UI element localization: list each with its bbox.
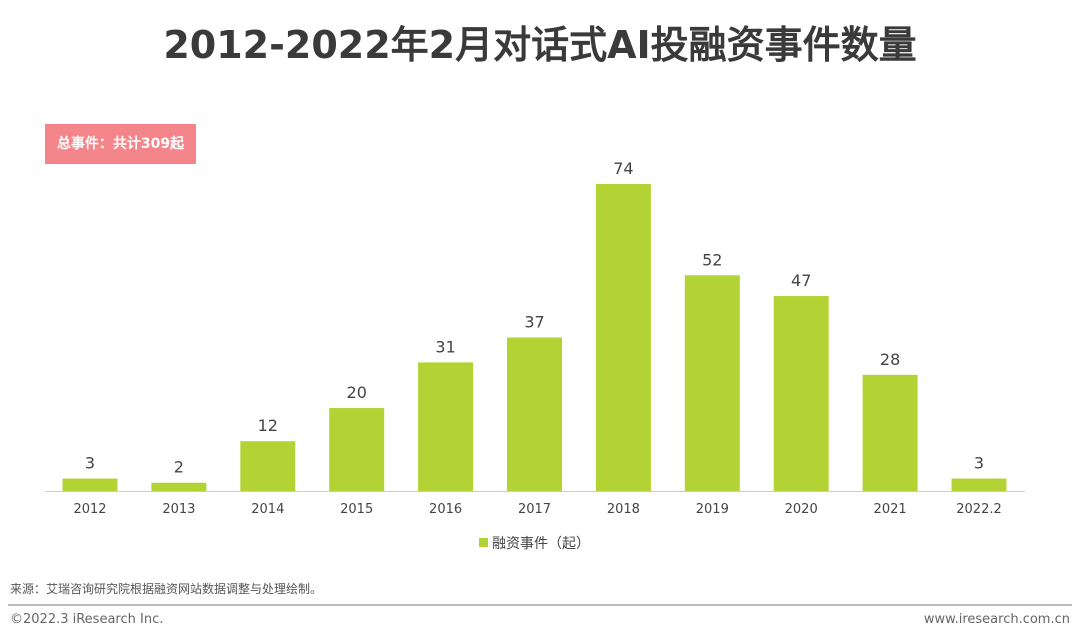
x-tick-label: 2017 [518, 502, 551, 517]
data-label: 3 [85, 454, 95, 473]
x-tick-label: 2012 [73, 502, 106, 517]
legend-label: 融资事件（起） [492, 536, 590, 552]
data-label: 20 [347, 383, 367, 402]
x-tick-label: 2020 [785, 502, 818, 517]
bar [62, 478, 118, 491]
bar [151, 482, 207, 491]
bar [862, 374, 918, 491]
data-label: 52 [702, 250, 722, 269]
data-label: 31 [435, 337, 455, 356]
data-label: 28 [880, 350, 900, 369]
data-label: 37 [524, 313, 544, 332]
source-note: 来源：艾瑞咨询研究院根据融资网站数据调整与处理绘制。 [10, 582, 323, 596]
bar [951, 478, 1007, 491]
bar [418, 362, 474, 491]
x-tick-label: 2015 [340, 502, 373, 517]
x-tick-label: 2018 [607, 502, 640, 517]
legend-swatch [479, 538, 488, 547]
x-tick-label: 2014 [251, 502, 284, 517]
website: www.iresearch.com.cn [923, 612, 1070, 627]
x-tick-label: 2013 [162, 502, 195, 517]
data-label: 3 [974, 454, 984, 473]
x-tick-label: 2021 [874, 502, 907, 517]
x-tick-label: 2019 [696, 502, 729, 517]
data-label: 2 [174, 458, 184, 477]
x-tick-label: 2016 [429, 502, 462, 517]
x-tick-label: 2022.2 [956, 502, 1002, 517]
bar [507, 337, 562, 491]
bar [595, 184, 651, 491]
data-label: 74 [613, 159, 633, 178]
bar [773, 296, 829, 491]
chart-title: 2012-2022年2月对话式AI投融资事件数量 [163, 23, 917, 67]
bar [684, 275, 740, 491]
total-events-badge: 总事件：共计309起 [45, 124, 196, 164]
bar [329, 408, 385, 491]
copyright: ©2022.3 iResearch Inc. [10, 612, 164, 627]
data-label: 12 [258, 416, 278, 435]
bar [240, 441, 296, 491]
footer-divider [8, 604, 1072, 606]
data-label: 47 [791, 271, 811, 290]
